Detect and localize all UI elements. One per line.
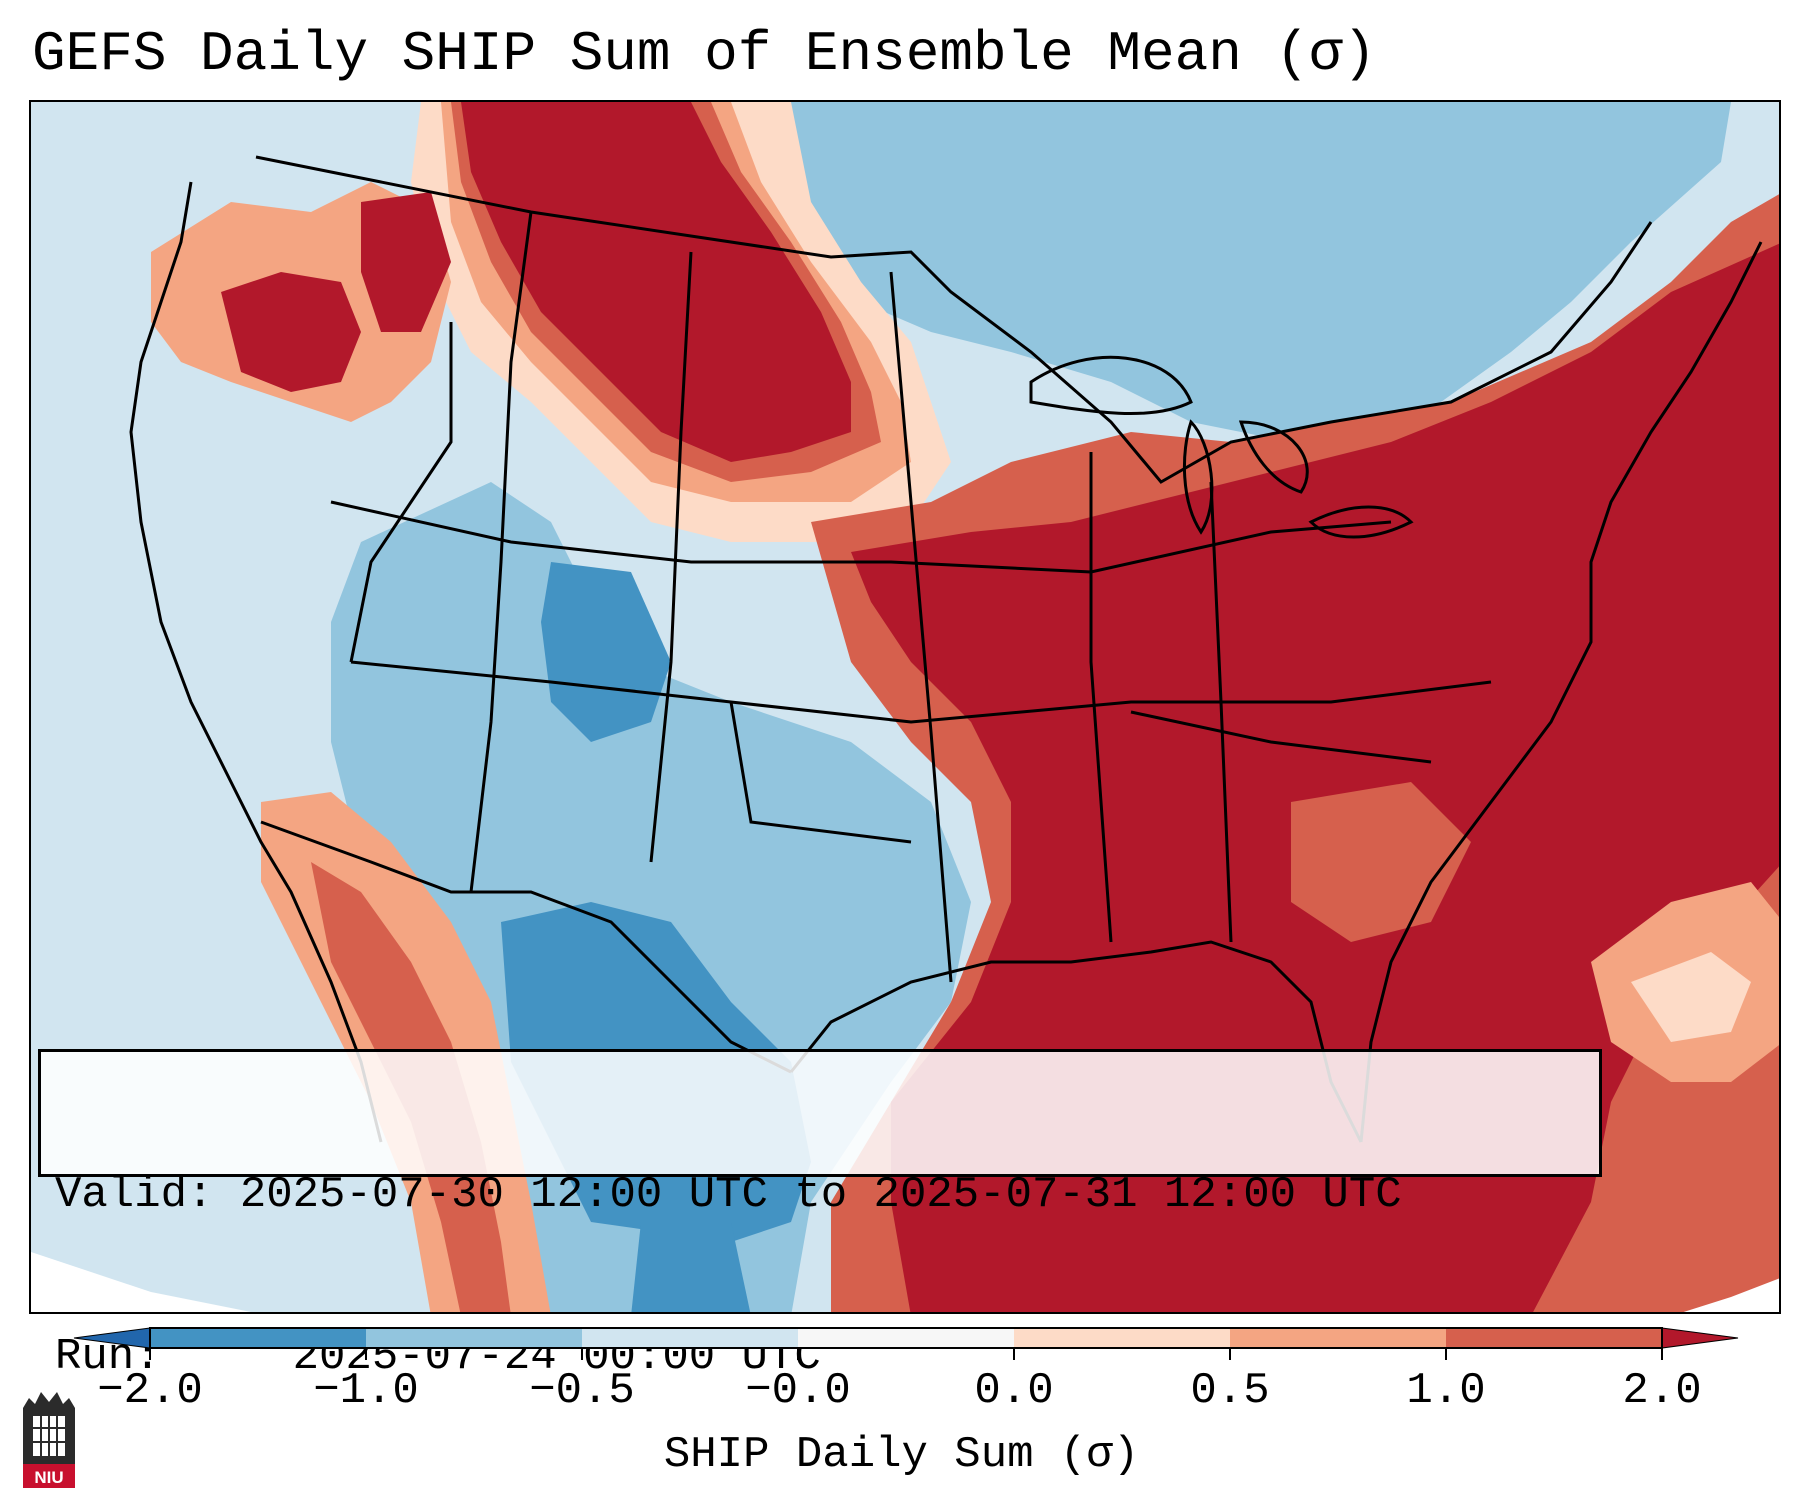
colorbar-tick-label: 0.0 bbox=[974, 1366, 1054, 1416]
map-outside-area bbox=[1683, 1278, 1779, 1312]
colorbar-frame bbox=[149, 1327, 1663, 1349]
valid-value: 2025-07-30 12:00 UTC to 2025-07-31 12:00… bbox=[239, 1170, 1402, 1220]
chart-title: GEFS Daily SHIP Sum of Ensemble Mean (σ) bbox=[32, 22, 1377, 86]
borders bbox=[129, 155, 1763, 1143]
colorbar-tick-label: −1.0 bbox=[313, 1366, 419, 1416]
state-line bbox=[349, 322, 453, 663]
lake-superior bbox=[1029, 355, 1193, 415]
anomaly-region bbox=[791, 102, 1731, 442]
anomaly-region bbox=[221, 272, 361, 392]
valid-label: Valid: bbox=[55, 1170, 214, 1220]
logo-text: NIU bbox=[34, 1468, 63, 1487]
colorbar-tick-label: 0.5 bbox=[1190, 1366, 1270, 1416]
colorbar-ticks bbox=[149, 1348, 1663, 1360]
colorbar-extension-min bbox=[73, 1327, 151, 1349]
valid-run-box: Valid: 2025-07-30 12:00 UTC to 2025-07-3… bbox=[38, 1049, 1602, 1382]
coastline bbox=[789, 940, 1363, 1143]
lake-michigan bbox=[1183, 419, 1214, 535]
anomaly-region bbox=[541, 562, 671, 742]
lake-erie bbox=[1308, 505, 1414, 539]
colorbar bbox=[73, 1327, 1739, 1360]
state-line bbox=[330, 500, 1392, 574]
colorbar-segment bbox=[1446, 1328, 1662, 1348]
anomaly-region bbox=[851, 243, 1779, 1312]
colorbar-extension-max bbox=[1661, 1327, 1739, 1349]
state-line bbox=[469, 211, 533, 893]
anomaly-region bbox=[631, 1222, 751, 1312]
coastline bbox=[1359, 241, 1763, 1143]
colorbar-segment bbox=[366, 1328, 582, 1348]
state-line bbox=[350, 660, 1492, 724]
state-line bbox=[1089, 452, 1113, 943]
colorbar-segment bbox=[582, 1328, 798, 1348]
colorbar-title: SHIP Daily Sum (σ) bbox=[663, 1430, 1140, 1480]
lake-huron bbox=[1238, 420, 1309, 494]
valid-line: Valid: 2025-07-30 12:00 UTC to 2025-07-3… bbox=[55, 1168, 1599, 1222]
niu-logo-icon: NIU bbox=[23, 1392, 75, 1488]
state-line bbox=[1130, 710, 1432, 764]
colorbar-segment bbox=[1230, 1328, 1446, 1348]
colorbar-tick-label: −0.0 bbox=[745, 1366, 851, 1416]
border-line bbox=[255, 155, 1653, 484]
state-line bbox=[729, 701, 912, 844]
colorbar-tick-label: −2.0 bbox=[97, 1366, 203, 1416]
colorbar-segment bbox=[150, 1328, 366, 1348]
anomaly-region bbox=[1631, 952, 1751, 1042]
anomaly-region bbox=[1291, 782, 1471, 942]
border-line bbox=[260, 820, 792, 1074]
state-line bbox=[649, 251, 693, 863]
anomaly-region bbox=[461, 102, 851, 462]
colorbar-tick-label: 2.0 bbox=[1622, 1366, 1702, 1416]
map-outside-area bbox=[31, 1252, 251, 1312]
great-lakes bbox=[1029, 355, 1414, 539]
colorbar-segment bbox=[1014, 1328, 1230, 1348]
colorbar-segments bbox=[73, 1327, 1739, 1349]
state-line bbox=[889, 271, 953, 983]
anomaly-region bbox=[361, 192, 451, 332]
colorbar-tick-label: −0.5 bbox=[529, 1366, 635, 1416]
colorbar-segment bbox=[798, 1328, 1014, 1348]
colorbar-tick-label: 1.0 bbox=[1406, 1366, 1486, 1416]
coastline bbox=[129, 181, 383, 1143]
